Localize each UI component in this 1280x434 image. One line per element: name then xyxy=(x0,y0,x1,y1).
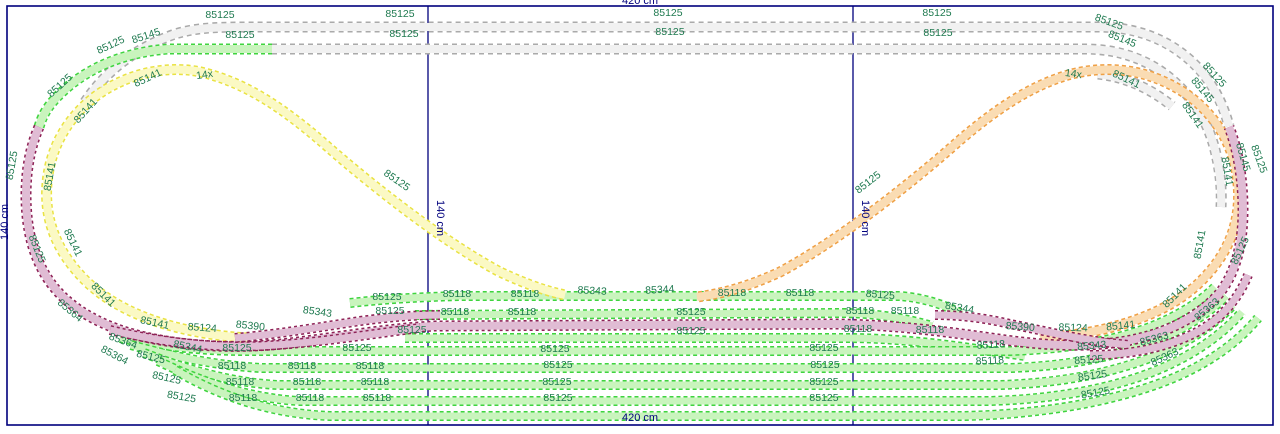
part-number-label: 85125 xyxy=(809,376,838,388)
part-number-label: 85118 xyxy=(511,288,540,300)
part-number-label: 85118 xyxy=(229,392,258,404)
part-number-label: 85118 xyxy=(356,360,385,372)
part-number-label: 85125 xyxy=(385,8,414,20)
dimension-label: 140 cm xyxy=(0,204,11,240)
track-yard-row-g[interactable] xyxy=(156,309,1245,405)
dimension-label: 420 cm xyxy=(622,412,658,424)
part-number-label: 85118 xyxy=(218,360,247,372)
part-number-label: 85118 xyxy=(508,306,537,318)
part-number-label: 85118 xyxy=(718,287,747,299)
dimension-label: 420 cm xyxy=(622,0,658,7)
track-loop-left[interactable] xyxy=(42,65,566,342)
part-number-label: 85125 xyxy=(166,389,197,406)
track-main-perimeter[interactable] xyxy=(21,125,1248,351)
track-yard-row-b[interactable] xyxy=(414,309,933,330)
part-number-label: 85141 xyxy=(89,280,118,309)
part-number-label: 85118 xyxy=(226,376,255,388)
part-number-label: 85118 xyxy=(443,288,472,300)
dimension-label: 140 cm xyxy=(859,200,871,236)
part-number-label: 85125 xyxy=(1248,143,1269,175)
part-number-label: 85125 xyxy=(810,359,839,371)
part-number-label: 85141 xyxy=(139,314,170,332)
part-number-label: 85343 xyxy=(302,304,333,320)
part-number-label: 85141 xyxy=(1106,319,1136,334)
track-yard-row-a[interactable] xyxy=(349,292,964,318)
part-number-label: 85118 xyxy=(441,306,470,318)
part-number-label: 85118 xyxy=(363,392,392,404)
track-loop-right[interactable] xyxy=(696,65,1243,342)
part-number-label: 85118 xyxy=(786,287,815,299)
part-number-label: 85125 xyxy=(853,169,884,197)
part-number-label: 85125 xyxy=(375,305,404,317)
part-number-label: 85125 xyxy=(342,342,371,354)
part-number-label: 85390 xyxy=(1005,320,1035,334)
part-number-label: 85118 xyxy=(975,354,1004,367)
part-number-label: 85118 xyxy=(844,323,873,335)
dimension-label: 140 cm xyxy=(434,200,446,236)
part-number-label: 85125 xyxy=(372,291,401,303)
part-number-label: 85344 xyxy=(172,338,203,356)
track-loop-feed-right[interactable] xyxy=(1097,70,1175,110)
part-number-label: 85125 xyxy=(1077,368,1108,384)
plan-border xyxy=(6,5,1274,426)
part-number-label: 85118 xyxy=(891,305,920,317)
part-number-label: 85125 xyxy=(205,9,234,21)
part-number-label: 85125 xyxy=(655,26,684,38)
track-connector-left-lower[interactable] xyxy=(109,324,421,350)
part-number-label: 85344 xyxy=(645,283,675,297)
part-number-label: 85125 xyxy=(543,359,572,371)
part-number-label: 85125 xyxy=(809,392,838,404)
part-number-label: 85125 xyxy=(4,150,21,181)
part-number-label: 85118 xyxy=(288,360,317,372)
part-number-label: 85125 xyxy=(922,7,951,19)
track-green-topleft[interactable] xyxy=(35,45,272,129)
part-number-label: 85343 xyxy=(577,284,607,298)
track-connector-right-lower[interactable] xyxy=(1089,273,1252,359)
part-number-label: 85125 xyxy=(653,7,682,19)
part-number-label: 85125 xyxy=(543,392,572,404)
part-number-label: 85125 xyxy=(1080,385,1111,402)
part-number-label: 85125 xyxy=(151,369,182,387)
part-number-label: 85125 xyxy=(397,324,426,336)
part-number-label: 14x xyxy=(1064,67,1083,81)
part-number-label: 85141 xyxy=(1192,229,1209,260)
part-number-label: 85141 xyxy=(1219,156,1236,187)
track-yard-row-h[interactable] xyxy=(173,315,1261,420)
part-number-label: 85118 xyxy=(846,305,875,317)
part-number-label: 85124 xyxy=(1058,321,1088,334)
part-number-label: 85118 xyxy=(916,324,945,336)
part-number-label: 85343 xyxy=(1077,339,1107,354)
part-number-label: 85125 xyxy=(542,376,571,388)
part-number-label: 85125 xyxy=(676,325,705,337)
part-number-label: 85125 xyxy=(923,27,952,39)
part-number-label: 85118 xyxy=(293,376,322,388)
track-connector-left-upper[interactable] xyxy=(234,311,441,342)
part-number-label: 85125 xyxy=(540,343,569,355)
part-number-label: 85141 xyxy=(42,161,59,192)
part-number-label: 85125 xyxy=(222,342,251,354)
part-number-label: 85124 xyxy=(187,321,217,335)
part-number-label: 14x xyxy=(195,68,214,82)
part-number-label: 85125 xyxy=(809,342,838,354)
part-number-label: 85125 xyxy=(389,28,418,40)
part-number-label: 85344 xyxy=(944,300,975,317)
part-number-label: 85118 xyxy=(976,338,1005,351)
part-number-label: 85125 xyxy=(1074,353,1104,367)
part-number-label: 85125 xyxy=(676,306,705,318)
track-connector-right-upper[interactable] xyxy=(934,311,1131,349)
part-number-label: 85390 xyxy=(235,319,265,334)
part-number-label: 85118 xyxy=(296,392,325,404)
part-number-label: 85118 xyxy=(361,376,390,388)
part-number-label: 85125 xyxy=(225,29,254,41)
part-number-label: 85125 xyxy=(865,288,895,303)
